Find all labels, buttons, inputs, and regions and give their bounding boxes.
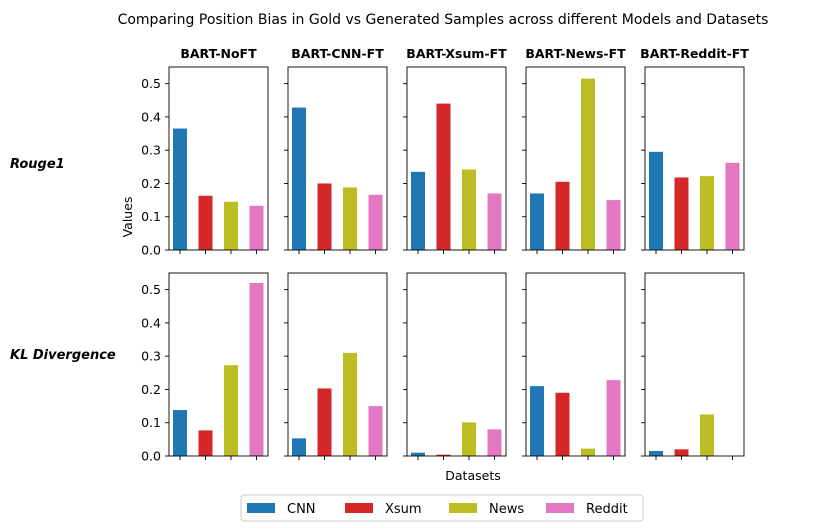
panel-rouge1-bart-reddit-ft: [641, 66, 745, 254]
y-tick-label: 0.3: [141, 143, 161, 158]
legend-item-xsum: Xsum: [345, 502, 422, 517]
bar-news: [224, 365, 238, 456]
col-title-bart-noft: BART-NoFT: [180, 46, 257, 61]
legend-box: [240, 494, 644, 522]
y-tick-label: 0.4: [141, 109, 161, 124]
bar-news: [343, 352, 357, 456]
panel-frame: [168, 272, 269, 457]
bar-cnn: [173, 410, 187, 456]
bar-news: [462, 422, 476, 456]
bar-xsum: [198, 195, 213, 250]
panel-frame: [644, 66, 745, 251]
legend-swatch: [247, 503, 275, 513]
col-title-bart-news-ft: BART-News-FT: [525, 46, 626, 61]
panel-kl-divergence-bart-reddit-ft: [641, 272, 745, 460]
col-title-bart-cnn-ft: BART-CNN-FT: [291, 46, 384, 61]
legend: CNN Xsum News Reddit: [240, 494, 644, 522]
bar-news: [462, 169, 476, 250]
bar-reddit: [249, 282, 264, 456]
legend-swatch: [345, 503, 373, 513]
y-tick-label: 0.5: [141, 282, 161, 297]
bar-reddit: [606, 200, 621, 250]
y-tick-label: 0.1: [141, 209, 161, 224]
y-tick-label: 0.2: [141, 176, 161, 191]
bar-cnn: [530, 193, 544, 250]
panel-frame: [287, 272, 388, 457]
bar-news: [581, 78, 595, 251]
bar-cnn: [649, 451, 663, 456]
bar-xsum: [674, 449, 689, 456]
bar-xsum: [436, 103, 451, 250]
chart-title: Comparing Position Bias in Gold vs Gener…: [118, 12, 769, 28]
y-tick-label: 0.0: [141, 243, 161, 258]
x-axis-label: Datasets: [445, 468, 500, 483]
panel-kl-divergence-bart-noft: 0.0 0.1 0.2 0.3 0.4 0.5: [141, 272, 269, 464]
panel-rouge1-bart-noft: 0.0 0.1 0.2 0.3 0.4 0.5: [141, 66, 269, 258]
bar-cnn: [411, 171, 425, 250]
bar-reddit: [725, 162, 740, 250]
bar-xsum: [317, 388, 332, 456]
panel-kl-divergence-bart-cnn-ft: [284, 272, 388, 460]
panel-grid: BART-NoFT BART-CNN-FT BART-Xsum-FT BART-New…: [10, 46, 749, 464]
panel-frame: [525, 272, 626, 457]
bar-news: [343, 187, 357, 250]
legend-label: Reddit: [586, 502, 628, 517]
legend-swatch: [449, 503, 477, 513]
panel-frame: [406, 272, 507, 457]
bar-cnn: [292, 438, 306, 456]
legend-label: CNN: [287, 502, 316, 517]
legend-item-cnn: CNN: [247, 502, 316, 517]
panel-rouge1-bart-cnn-ft: [284, 66, 388, 254]
bar-cnn: [292, 107, 306, 250]
panel-rouge1-bart-xsum-ft: [403, 66, 507, 254]
bar-xsum: [317, 183, 332, 250]
panel-frame: [406, 66, 507, 251]
bar-xsum: [555, 181, 570, 250]
y-tick-label: 0.2: [141, 382, 161, 397]
y-tick-label: 0.4: [141, 315, 161, 330]
bar-reddit: [487, 193, 502, 250]
bar-news: [700, 414, 714, 456]
panel-frame: [644, 272, 745, 457]
row-label-rouge1: Rouge1: [10, 157, 65, 172]
row-label-kl-divergence: KL Divergence: [10, 348, 116, 363]
bar-cnn: [530, 386, 544, 456]
bar-cnn: [649, 151, 663, 250]
legend-item-news: News: [449, 502, 524, 517]
panel-rouge1-bart-news-ft: [522, 66, 626, 254]
bar-xsum: [198, 430, 213, 456]
legend-item-reddit: Reddit: [546, 502, 628, 517]
bar-reddit: [249, 205, 264, 250]
legend-label: News: [489, 502, 524, 517]
bar-news: [224, 201, 238, 250]
legend-label: Xsum: [385, 502, 422, 517]
bar-reddit: [606, 380, 621, 456]
col-title-bart-xsum-ft: BART-Xsum-FT: [406, 46, 507, 61]
bar-reddit: [487, 429, 502, 456]
bar-cnn: [411, 452, 425, 456]
bar-news: [581, 448, 595, 456]
panel-frame: [168, 66, 269, 251]
bar-reddit: [368, 406, 383, 456]
bar-xsum: [555, 392, 570, 456]
bar-cnn: [173, 128, 187, 250]
y-tick-label: 0.0: [141, 449, 161, 464]
y-tick-label: 0.5: [141, 76, 161, 91]
bar-xsum: [674, 177, 689, 250]
col-title-bart-reddit-ft: BART-Reddit-FT: [640, 46, 749, 61]
y-tick-label: 0.3: [141, 349, 161, 364]
bar-xsum: [436, 454, 451, 456]
y-axis-label: Values: [120, 197, 135, 238]
bar-news: [700, 176, 714, 250]
panel-kl-divergence-bart-news-ft: [522, 272, 626, 460]
panel-frame: [287, 66, 388, 251]
bar-reddit: [368, 194, 383, 250]
legend-swatch: [546, 503, 574, 513]
y-tick-label: 0.1: [141, 415, 161, 430]
panel-kl-divergence-bart-xsum-ft: [403, 272, 507, 460]
panel-frame: [525, 66, 626, 251]
